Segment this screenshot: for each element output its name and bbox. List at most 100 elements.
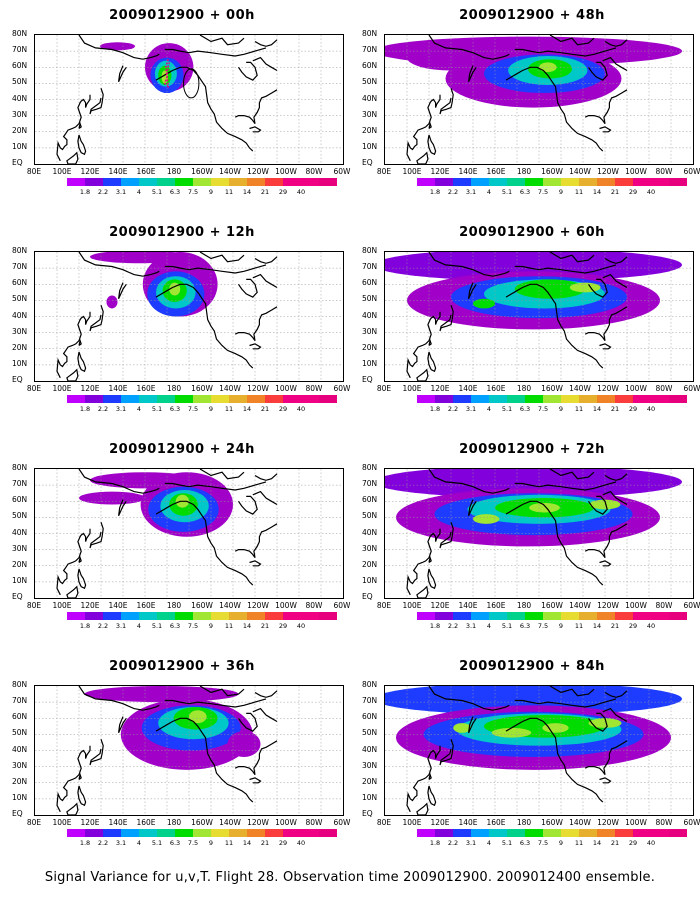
colorbar-swatch [435, 395, 453, 403]
map-plot [384, 251, 694, 382]
colorbar-swatch [175, 395, 193, 403]
colorbar-swatch [247, 829, 265, 837]
colorbar-label: 1.8 [429, 839, 441, 847]
colorbar-swatch [283, 829, 301, 837]
colorbar-swatch [453, 829, 471, 837]
coastline [56, 311, 91, 379]
colorbar-swatch [229, 178, 247, 186]
colorbar-label: 2.2 [447, 188, 459, 196]
colorbar-label: 29 [628, 622, 638, 630]
lon-tick-label: 140E [458, 601, 478, 610]
coastline [584, 740, 628, 776]
colorbar-label: 5.1 [501, 188, 513, 196]
lat-tick-label: 40N [362, 744, 378, 754]
colorbar-swatch [229, 829, 247, 837]
colorbar-label: 29 [278, 405, 288, 413]
lon-tick-label: 80W [655, 167, 673, 176]
coastline [428, 252, 510, 277]
colorbar-label: 4 [486, 839, 492, 847]
coastline [252, 56, 278, 72]
coastline [254, 39, 278, 47]
variance-contour [529, 502, 560, 513]
colorbar-swatch [507, 829, 525, 837]
lat-tick-label: 70N [362, 45, 378, 55]
lon-tick-label: 80W [655, 601, 673, 610]
colorbar-label: 14 [592, 405, 602, 413]
lat-tick-label: 20N [12, 125, 28, 135]
coastline [78, 121, 82, 129]
panel-title: 2009012900 + 48h [459, 8, 605, 23]
colorbar-swatch [121, 612, 139, 620]
colorbar-swatch [157, 178, 175, 186]
colorbar-swatch [193, 395, 211, 403]
colorbar-label: 2.2 [447, 405, 459, 413]
variance-contour [491, 727, 532, 738]
colorbar-label: 7.5 [187, 188, 199, 196]
lat-tick-label: 80N [362, 680, 378, 689]
lat-tick-label: EQ [12, 592, 23, 601]
coastline [604, 256, 628, 264]
colorbar-swatch [121, 829, 139, 837]
coastline [78, 35, 160, 60]
lon-tick-label: 120E [80, 601, 100, 610]
lon-tick-label: 100W [625, 818, 647, 827]
coastline [118, 499, 127, 517]
coastline [249, 343, 262, 350]
colorbar-swatch [301, 178, 319, 186]
colorbar-swatch [543, 829, 561, 837]
colorbar-swatch [211, 178, 229, 186]
lat-tick-label: 40N [362, 93, 378, 103]
colorbar-swatch [229, 395, 247, 403]
lat-tick-label: 40N [362, 310, 378, 320]
coastline [439, 739, 454, 766]
colorbar-swatch [85, 395, 103, 403]
colorbar-swatch [669, 612, 687, 620]
colorbar-label: 40 [646, 622, 656, 630]
lon-tick-label: 160E [486, 167, 506, 176]
colorbar-swatch [507, 178, 525, 186]
variance-contour [385, 469, 682, 499]
coastline [406, 528, 441, 596]
coastline [164, 264, 267, 274]
coastline [77, 785, 87, 807]
colorbar-label: 29 [628, 839, 638, 847]
coastline [406, 94, 441, 162]
colorbar-swatch [319, 612, 337, 620]
coastline [56, 94, 91, 162]
coastline [118, 65, 127, 83]
panel-title: 2009012900 + 60h [459, 225, 605, 240]
colorbar-label: 29 [278, 622, 288, 630]
lat-tick-label: 80N [362, 463, 378, 472]
colorbar-swatch [543, 612, 561, 620]
colorbar-label: 40 [296, 188, 306, 196]
lon-tick-label: 160W [191, 167, 213, 176]
colorbar-label: 3.1 [115, 188, 127, 196]
lat-tick-label: 30N [12, 760, 28, 770]
colorbar-label: 2.2 [97, 839, 109, 847]
lon-tick-label: 120W [247, 167, 269, 176]
colorbar-swatch [579, 178, 597, 186]
lon-tick-label: 80W [305, 818, 323, 827]
colorbar-swatch [561, 395, 579, 403]
lon-tick-label: 80W [655, 818, 673, 827]
coastline [254, 256, 278, 264]
coastline [427, 351, 437, 373]
coastline [514, 47, 617, 57]
coastline [66, 585, 79, 598]
coastline [584, 89, 628, 125]
coastline [78, 469, 160, 494]
lon-tick-label: 60W [683, 818, 700, 827]
coastline [78, 338, 82, 346]
lat-tick-label: 50N [12, 77, 28, 87]
lat-tick-label: 80N [12, 463, 28, 472]
coastline [238, 712, 258, 732]
colorbar-label: 9 [558, 622, 564, 630]
colorbar-swatch [453, 178, 471, 186]
colorbar-swatch [247, 395, 265, 403]
colorbar-label: 3.1 [115, 622, 127, 630]
lon-tick-label: 180 [516, 818, 532, 827]
coastline [406, 311, 441, 379]
colorbar-swatch [597, 395, 615, 403]
colorbar-swatch [417, 178, 435, 186]
colorbar-label: 9 [208, 839, 214, 847]
